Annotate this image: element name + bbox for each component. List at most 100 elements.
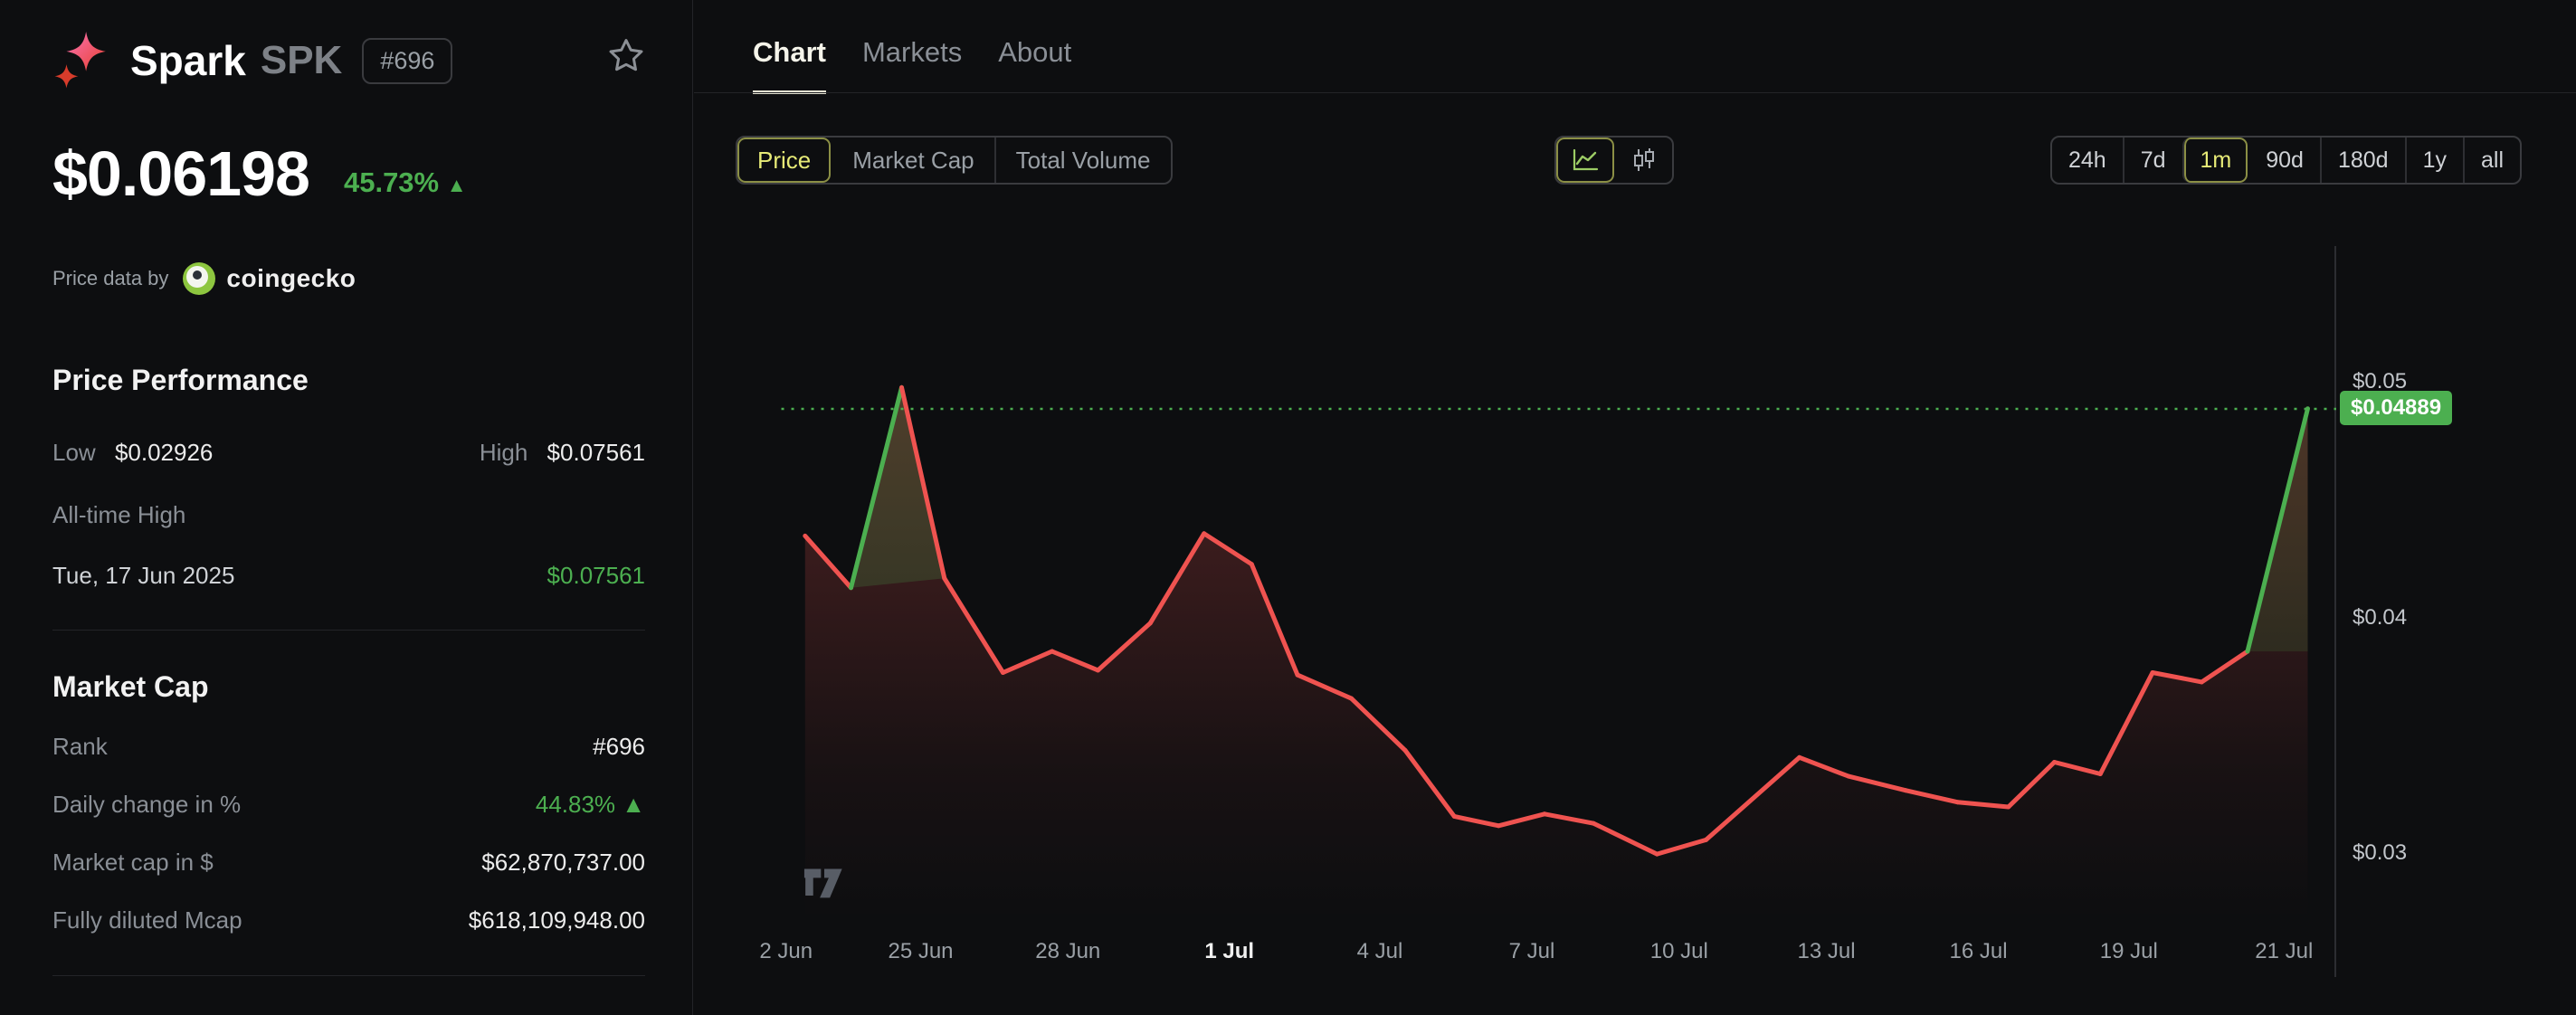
metric-price-button[interactable]: Price — [737, 138, 831, 183]
coin-price: $0.06198 — [52, 138, 310, 209]
line-chart-type-button[interactable] — [1556, 138, 1614, 183]
change-up-arrow-icon: ▲ — [446, 174, 467, 196]
y-axis-tick: $0.05 — [2353, 369, 2408, 394]
coingecko-icon — [183, 262, 216, 295]
ath-date: Tue, 17 Jun 2025 — [52, 562, 235, 589]
tab-about[interactable]: About — [998, 36, 1072, 68]
price-line-segment — [1542, 811, 1596, 826]
price-line-segment — [1295, 672, 1354, 701]
high-label: High — [479, 439, 528, 466]
ath-value: $0.07561 — [547, 562, 645, 589]
x-axis-tick: 16 Jul — [1949, 939, 2008, 963]
x-axis-tick: 13 Jul — [1797, 939, 1856, 963]
candlestick-type-button[interactable] — [1614, 138, 1672, 183]
price-line-segment — [1349, 696, 1408, 753]
coingecko-wordmark[interactable]: coingecko — [226, 264, 356, 292]
line-chart-icon — [1573, 148, 1599, 171]
tab-chart[interactable]: Chart — [753, 36, 826, 94]
section-divider — [52, 975, 645, 976]
tradingview-logo-icon[interactable] — [800, 861, 849, 901]
price-line-segment — [1249, 562, 1300, 678]
y-axis: $0.05 $0.04 $0.03 $0.04889 — [2338, 246, 2576, 977]
ath-label: All-time High — [52, 501, 186, 528]
price-line-segment — [1496, 811, 1547, 829]
price-line-segment — [1903, 788, 1961, 805]
range-180d-button[interactable]: 180d — [2319, 138, 2405, 183]
attribution-text: Price data by — [52, 267, 169, 289]
y-axis-tick: $0.04 — [2353, 604, 2408, 630]
tabs-divider — [694, 92, 2576, 93]
coin-change: 45.73% ▲ — [343, 166, 467, 198]
area-fill-down — [804, 387, 2308, 920]
x-axis-tick: 19 Jul — [2099, 939, 2158, 963]
price-line-segment — [1955, 800, 2011, 810]
price-line-segment — [2052, 760, 2103, 776]
price-line-segment — [849, 384, 904, 591]
price-line-segment — [1451, 813, 1501, 829]
price-line-segment — [1402, 747, 1457, 819]
high-value: $0.07561 — [547, 439, 645, 466]
range-7d-button[interactable]: 7d — [2122, 138, 2182, 183]
metric-volume-button[interactable]: Total Volume — [993, 138, 1171, 183]
price-line-segment — [1654, 837, 1708, 857]
market-cap-row: Market cap in $ $62,870,737.00 — [52, 849, 645, 876]
price-line-segment — [1797, 754, 1851, 779]
tab-markets[interactable]: Markets — [861, 36, 963, 68]
low-label: Low — [52, 439, 96, 466]
current-price-pill: $0.04889 — [2340, 390, 2453, 425]
range-all-button[interactable]: all — [2462, 138, 2520, 183]
time-range-group: 24h 7d 1m 90d 180d 1y all — [2049, 136, 2522, 185]
price-line-segment — [2150, 670, 2204, 685]
x-axis-tick: 10 Jul — [1649, 939, 1708, 963]
price-line-segment — [1846, 773, 1908, 793]
chart-type-toggle-group — [1554, 136, 1674, 185]
price-chart[interactable]: 2 Jun 25 Jun 28 Jun 1 Jul 4 Jul 7 Jul 10 Jul 13… — [753, 246, 2336, 977]
x-axis-tick: 21 Jul — [2255, 939, 2314, 963]
ath-row: Tue, 17 Jun 2025 $0.07561 — [52, 562, 645, 590]
price-line-segment — [1704, 754, 1802, 842]
candlestick-icon — [1634, 148, 1654, 171]
price-line-segment — [803, 533, 853, 591]
x-axis-tick: 7 Jul — [1508, 939, 1555, 963]
price-performance-title: Price Performance — [52, 364, 309, 396]
range-1y-button[interactable]: 1y — [2404, 138, 2463, 183]
price-line-segment — [1591, 821, 1659, 857]
x-axis: 2 Jun 25 Jun 28 Jun 1 Jul 4 Jul 7 Jul 10 Jul 13… — [753, 926, 2334, 977]
rank-row: Rank #696 — [52, 733, 645, 760]
price-line-segment — [1096, 621, 1153, 673]
price-chart-canvas[interactable] — [753, 246, 2336, 920]
favorite-star-icon[interactable] — [607, 36, 645, 74]
coin-header: Spark SPK #696 — [52, 31, 645, 90]
section-divider — [52, 630, 645, 631]
price-row: $0.06198 45.73% ▲ — [52, 138, 645, 210]
market-cap-title: Market Cap — [52, 670, 209, 703]
x-axis-tick: 2 Jun — [759, 939, 813, 963]
price-line-segment — [2097, 670, 2155, 776]
daily-change-row: Daily change in % 44.83% ▲ — [52, 791, 645, 818]
low-high-row: Low $0.02926 High $0.07561 — [52, 439, 645, 467]
area-fill-spike — [851, 387, 945, 588]
price-line-segment — [942, 575, 1005, 675]
coin-symbol: SPK — [260, 38, 343, 82]
low-value: $0.02926 — [114, 439, 214, 466]
y-axis-tick: $0.03 — [2353, 840, 2408, 866]
price-line-segment — [1202, 531, 1254, 567]
price-line-segment — [899, 384, 947, 581]
x-axis-tick: 28 Jun — [1035, 939, 1101, 963]
price-line-segment — [2199, 649, 2250, 685]
range-1m-button[interactable]: 1m — [2182, 138, 2248, 183]
range-90d-button[interactable]: 90d — [2266, 147, 2304, 173]
fully-diluted-row: Fully diluted Mcap $618,109,948.00 — [52, 906, 645, 934]
metric-toggle-group: Price Market Cap Total Volume — [736, 136, 1173, 185]
x-axis-tick: 25 Jun — [888, 939, 954, 963]
x-axis-tick: 4 Jul — [1356, 939, 1403, 963]
metric-marketcap-button[interactable]: Market Cap — [852, 146, 974, 174]
main-tabs: Chart Markets About — [753, 36, 1071, 94]
x-axis-tick: 1 Jul — [1204, 939, 1255, 963]
coin-sidebar: Spark SPK #696 $0.06198 45.73% ▲ Price d… — [0, 0, 693, 1015]
price-line-segment — [1050, 649, 1100, 673]
coin-name: Spark — [130, 37, 246, 84]
price-line-segment — [1001, 649, 1055, 675]
range-24h-button[interactable]: 24h — [2067, 147, 2106, 173]
rank-badge: #696 — [362, 37, 453, 84]
